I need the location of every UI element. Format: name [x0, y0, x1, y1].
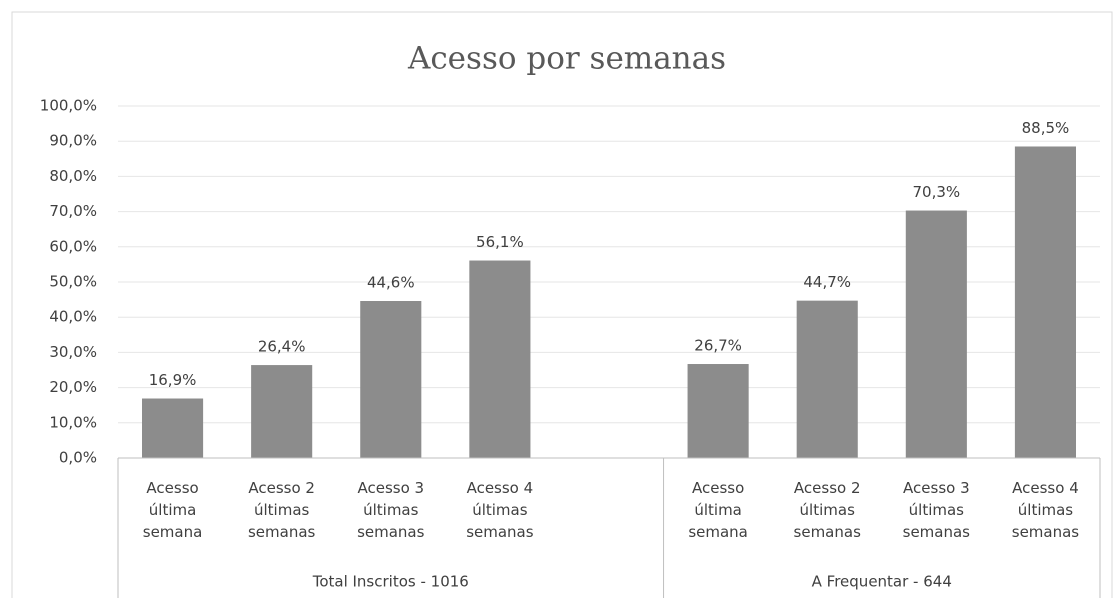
data-label: 88,5%: [1022, 119, 1070, 137]
bar: [142, 398, 204, 458]
chart-frame: [11, 11, 1113, 598]
x-tick-label: Acesso 3 últimas semanas: [357, 479, 425, 541]
x-tick-label: Acesso 3 últimas semanas: [902, 479, 971, 541]
y-tick-label: 40,0%: [49, 308, 97, 326]
y-tick-label: 100,0%: [40, 97, 97, 115]
chart-title: Acesso por semanas: [407, 41, 726, 77]
x-tick-label: Acesso última semana: [142, 479, 203, 541]
y-tick-label: 70,0%: [49, 202, 97, 220]
x-tick-label: Acesso 4 últimas semanas: [466, 479, 534, 541]
y-tick-label: 20,0%: [49, 378, 97, 396]
data-label: 26,7%: [694, 337, 742, 355]
y-tick-label: 80,0%: [49, 167, 97, 185]
y-tick-label: 60,0%: [49, 237, 97, 255]
data-label: 70,3%: [913, 183, 961, 201]
bar: [905, 210, 967, 458]
data-label: 16,9%: [149, 371, 197, 389]
bar: [687, 364, 749, 458]
y-tick-label: 10,0%: [49, 413, 97, 431]
data-label: 56,1%: [476, 233, 524, 251]
data-label: 44,6%: [367, 274, 415, 292]
x-tick-label: Acesso última semana: [688, 479, 748, 541]
bar: [360, 301, 422, 458]
bar: [469, 260, 531, 458]
data-label: 26,4%: [258, 338, 306, 356]
bar: [251, 365, 313, 458]
y-tick-label: 30,0%: [49, 343, 97, 361]
group-label: Total Inscritos - 1016: [312, 573, 469, 591]
group-label: A Frequentar - 644: [812, 573, 952, 591]
y-tick-label: 50,0%: [49, 273, 97, 291]
x-tick-label: Acesso 2 últimas semanas: [247, 479, 316, 541]
y-tick-label: 90,0%: [49, 132, 97, 150]
x-tick-label: Acesso 2 últimas semanas: [793, 479, 861, 541]
data-label: 44,7%: [803, 273, 851, 291]
bar: [796, 300, 858, 458]
x-tick-label: Acesso 4 últimas semanas: [1011, 479, 1080, 541]
y-tick-label: 0,0%: [59, 449, 97, 467]
bar: [1014, 146, 1076, 459]
